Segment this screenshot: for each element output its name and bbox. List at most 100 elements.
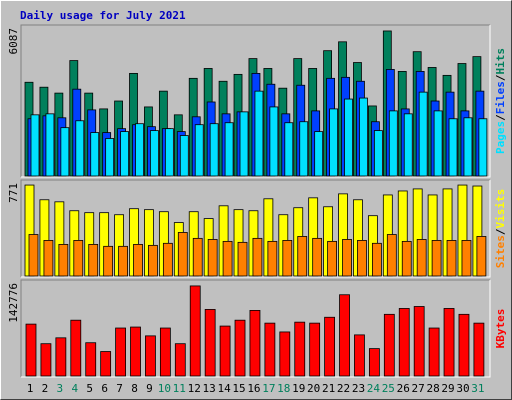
bar (354, 334, 365, 377)
bar (43, 240, 54, 277)
bar (458, 313, 470, 377)
bar (55, 337, 67, 377)
bar (386, 234, 397, 277)
bar (309, 322, 321, 377)
bar (60, 127, 70, 177)
bar (75, 120, 85, 177)
bar (162, 242, 173, 277)
x-tick-label: 6 (101, 382, 108, 395)
x-tick-label: 7 (116, 382, 123, 395)
x-tick-label: 20 (307, 382, 320, 395)
legend-entry: Visits (494, 189, 507, 229)
bar (267, 240, 278, 277)
x-tick-label: 13 (203, 382, 216, 395)
bar (433, 110, 443, 177)
bar (373, 130, 383, 177)
bar (342, 239, 352, 277)
legend-entry: Sites (494, 235, 507, 268)
x-tick-label: 29 (441, 382, 454, 395)
bar (252, 237, 263, 277)
bar (249, 310, 261, 377)
chart-title: Daily usage for July 2021 (20, 9, 186, 22)
legend-entry: Pages (494, 121, 507, 154)
y-max-label: 771 (7, 183, 20, 203)
x-tick-label: 28 (426, 382, 439, 395)
legend: KBytes (494, 309, 507, 349)
bar (463, 117, 473, 177)
bar (344, 98, 353, 177)
x-tick-label: 31 (471, 382, 484, 395)
bar (431, 240, 442, 277)
bar (282, 240, 293, 277)
bar (179, 135, 189, 177)
bar (371, 242, 382, 277)
x-tick-label: 23 (352, 382, 365, 395)
legend-entry: KBytes (494, 309, 507, 349)
bar (428, 327, 440, 377)
x-tick-label: 10 (158, 382, 171, 395)
legend-separator: / (494, 74, 507, 81)
x-tick-label: 1 (27, 382, 34, 395)
panel-light (21, 25, 491, 178)
bar (254, 90, 264, 177)
x-tick-label: 25 (382, 382, 395, 395)
bar (324, 316, 336, 377)
bar (177, 232, 188, 277)
bar (145, 335, 156, 377)
x-tick-label: 15 (232, 382, 245, 395)
bar (473, 322, 485, 377)
x-tick-label: 26 (397, 382, 410, 395)
bar (357, 240, 367, 277)
bar (100, 351, 112, 377)
x-tick-label: 11 (173, 382, 186, 395)
bar (413, 306, 425, 377)
bar (219, 325, 231, 377)
bar (207, 239, 218, 277)
x-tick-label: 17 (262, 382, 275, 395)
bar (164, 128, 174, 177)
legend-separator: / (494, 228, 507, 235)
bar (239, 111, 249, 177)
bar (314, 131, 324, 177)
bar (30, 114, 40, 177)
bar (446, 240, 457, 277)
bar (118, 245, 128, 277)
bar (388, 110, 398, 177)
panel-shadow (20, 279, 490, 377)
x-tick-label: 3 (57, 382, 64, 395)
bar (297, 236, 308, 277)
bar (103, 245, 114, 277)
bar (327, 240, 338, 277)
bar (329, 108, 339, 177)
x-tick-label: 22 (337, 382, 350, 395)
legend-entry: Files (494, 81, 507, 114)
x-tick-label: 24 (367, 382, 381, 395)
bar (224, 122, 234, 177)
bar (359, 97, 368, 177)
bar (159, 327, 171, 377)
bar (312, 237, 323, 277)
bar (85, 342, 97, 377)
bar (299, 121, 309, 177)
x-tick-label: 12 (188, 382, 201, 395)
bar (25, 323, 37, 377)
bar (279, 331, 291, 377)
bar (204, 309, 216, 377)
bar (45, 113, 55, 177)
panel-light (21, 180, 491, 278)
y-max-label: 142776 (7, 283, 20, 323)
bar (194, 124, 204, 177)
x-tick-label: 5 (86, 382, 93, 395)
bar (368, 348, 380, 377)
bar (130, 326, 141, 377)
bar (120, 131, 129, 177)
bar (192, 237, 203, 277)
bar (383, 313, 395, 377)
bar (284, 122, 294, 177)
bar (294, 321, 306, 377)
panel-shadow (20, 24, 490, 177)
bar (135, 123, 144, 177)
bar (115, 327, 126, 377)
